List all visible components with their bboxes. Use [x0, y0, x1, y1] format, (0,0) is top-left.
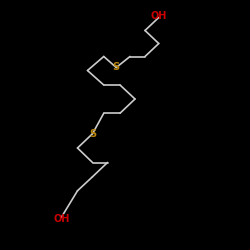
Text: S: S [89, 129, 96, 139]
Text: S: S [113, 62, 120, 72]
Text: OH: OH [150, 11, 167, 21]
Text: OH: OH [53, 214, 70, 224]
